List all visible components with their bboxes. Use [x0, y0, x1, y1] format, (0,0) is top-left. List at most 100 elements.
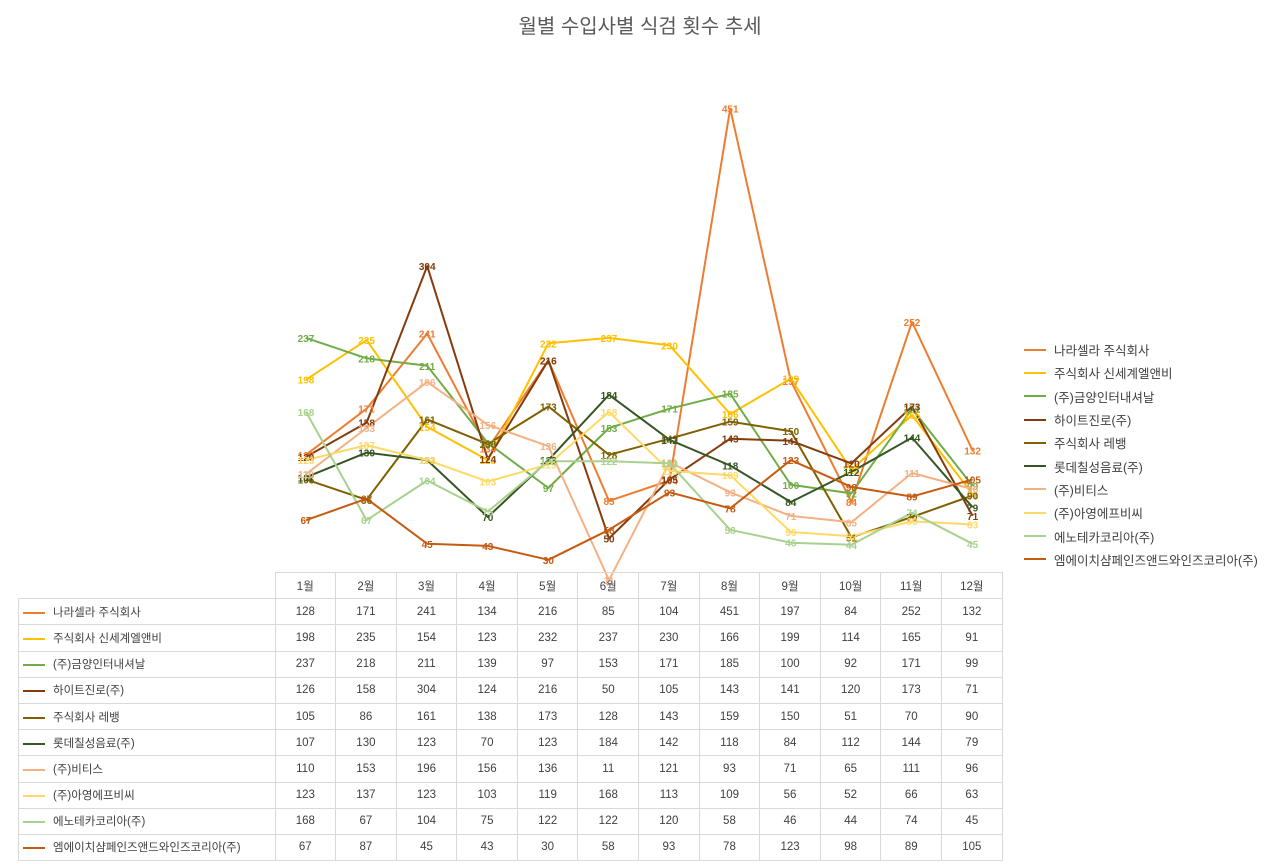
table-cell: 93: [638, 833, 700, 862]
legend-label: 나라셀라 주식회사: [1054, 344, 1150, 359]
legend-label: 주식회사 레뱅: [1054, 437, 1127, 452]
data-label: 67: [361, 516, 373, 527]
data-label: 97: [543, 484, 555, 495]
table-cell: 123: [274, 781, 337, 809]
table-cell: 230: [638, 624, 700, 652]
table-cell: 51: [819, 702, 882, 731]
table-cell: 30: [516, 833, 579, 862]
data-label: 66: [906, 517, 918, 528]
data-label: 113: [662, 467, 679, 478]
table-cell: 103: [456, 781, 518, 809]
table-cell: 71: [941, 676, 1003, 704]
series-line: [305, 459, 973, 561]
table-cell: 70: [456, 729, 518, 757]
table-cell: 150: [759, 702, 821, 731]
table-cell: 138: [456, 702, 518, 731]
legend-item: (주)비티스: [1024, 478, 1280, 501]
table-cell: 71: [759, 755, 821, 783]
category-tick-label: 1월: [274, 571, 337, 600]
legend-item: 주식회사 레뱅: [1024, 431, 1280, 454]
data-label: 84: [785, 498, 797, 509]
data-label: 46: [785, 539, 797, 550]
table-cell: 105: [941, 833, 1003, 862]
table-cell: 168: [274, 807, 337, 835]
data-label: 132: [964, 447, 981, 458]
data-label: 230: [661, 341, 678, 352]
table-corner: [19, 573, 276, 599]
table-cell: 184: [577, 729, 640, 757]
data-label: 199: [782, 375, 799, 386]
table-cell: 122: [516, 807, 579, 835]
table-cell: 122: [577, 807, 640, 835]
data-label: 138: [479, 440, 496, 451]
series-line: [305, 393, 974, 518]
table-cell: 158: [335, 676, 397, 704]
table-cell: 98: [819, 833, 882, 862]
data-label: 142: [661, 436, 678, 447]
legend-key-icon: [23, 664, 45, 667]
data-label: 134: [479, 444, 496, 455]
data-label: 44: [846, 541, 858, 552]
legend-key-icon: [23, 742, 45, 745]
series-line: [305, 410, 973, 538]
table-cell: 216: [516, 598, 579, 626]
data-label: 141: [782, 437, 799, 448]
table-cell: 143: [638, 702, 700, 731]
table-cell: 110: [274, 755, 337, 783]
data-label: 84: [846, 498, 858, 509]
data-label: 143: [722, 435, 739, 446]
series-9: [305, 411, 974, 546]
data-label: 56: [785, 528, 797, 539]
table-cell: 142: [638, 729, 700, 757]
table-cell: 67: [335, 807, 397, 835]
table-cell: 70: [880, 702, 943, 731]
table-cell: 156: [456, 755, 518, 783]
data-label: 122: [601, 457, 618, 468]
table-cell: 90: [941, 702, 1003, 731]
data-label: 241: [419, 330, 436, 341]
data-label: 128: [601, 451, 618, 462]
table-cell: 123: [516, 729, 579, 757]
table-cell: 109: [698, 781, 761, 809]
data-label: 109: [722, 471, 739, 482]
legend-label: 주식회사 신세계엘앤비: [1054, 367, 1173, 382]
table-cell: 111: [880, 755, 943, 783]
data-label: 166: [722, 410, 739, 421]
series-name: 주식회사 신세계엘앤비: [53, 632, 162, 645]
table-cell: 65: [819, 755, 882, 783]
data-label: 90: [967, 492, 979, 503]
data-label: 45: [967, 540, 979, 551]
data-label: 126: [298, 453, 315, 464]
table-row: 에노테카코리아(주) 168 67 104 75 122 122 120 58 46 44 74 45: [18, 807, 1003, 835]
legend-swatch-icon: [1024, 558, 1046, 561]
data-label: 143: [661, 435, 678, 446]
category-tick-label: 12월: [941, 571, 1003, 600]
table-cell: 235: [335, 624, 397, 652]
data-label: 99: [967, 482, 979, 493]
series-name: 하이트진로(주): [53, 685, 125, 698]
data-label: 158: [358, 419, 375, 430]
data-label: 43: [482, 542, 494, 553]
legend-label: (주)금양인터내셔날: [1054, 390, 1155, 405]
data-label: 139: [479, 439, 496, 450]
data-label: 92: [846, 489, 858, 500]
table-cell: 105: [274, 702, 337, 731]
data-label: 161: [419, 415, 436, 426]
series-1: [305, 107, 974, 503]
table-row: (주)비티스 110 153 196 156 136 11 121 93 71 65 111 96: [18, 755, 1003, 783]
data-label: 211: [419, 362, 436, 373]
table-cell: 159: [698, 702, 761, 731]
category-tick-label: 4월: [456, 571, 518, 600]
table-cell: 58: [577, 833, 640, 862]
data-label: 107: [298, 473, 315, 484]
data-label: 153: [358, 424, 375, 435]
data-label: 304: [419, 262, 436, 273]
data-label: 93: [725, 488, 737, 499]
data-label: 110: [298, 470, 315, 481]
table-cell: 104: [638, 598, 700, 626]
category-tick-label: 7월: [638, 571, 700, 600]
series-10: [305, 459, 973, 561]
data-label: 184: [601, 391, 618, 402]
chart-title: 월별 수입사별 식검 횟수 추세: [518, 16, 762, 38]
